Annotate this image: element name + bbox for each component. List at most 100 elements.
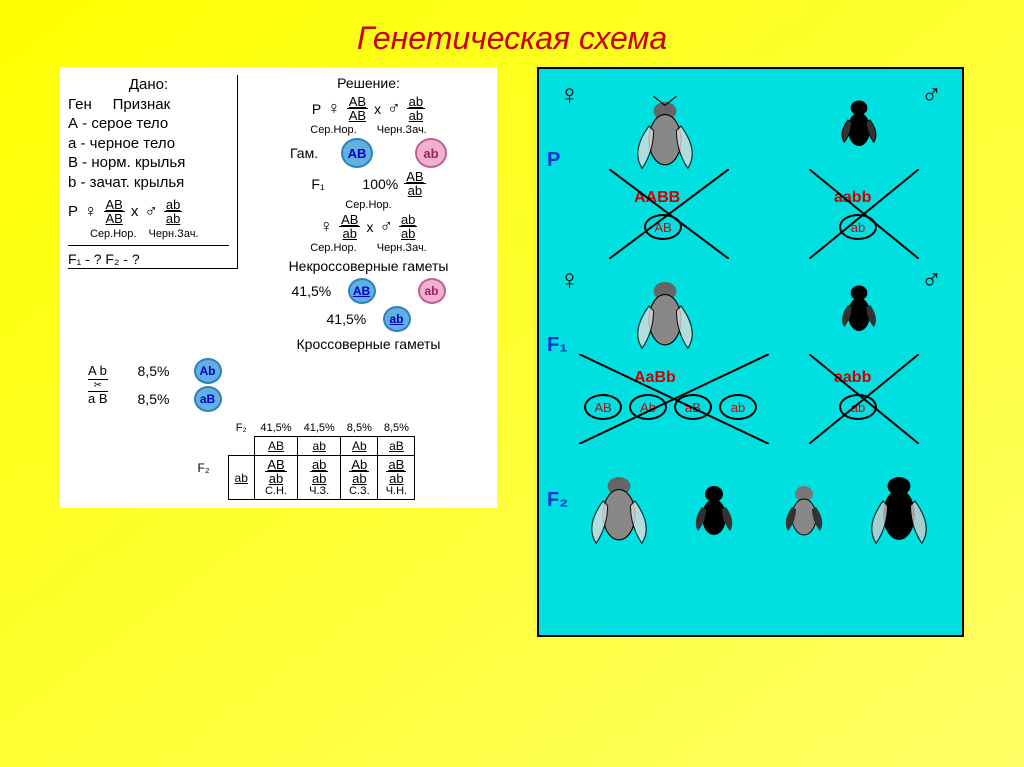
punnett-table: F₂ 41,5% 41,5% 8,5% 8,5% F₂ AB ab Ab aB bbox=[192, 420, 416, 500]
male-icon: ♂ bbox=[144, 200, 158, 223]
given-header: Дано: bbox=[68, 75, 229, 95]
question: F₁ - ? F₂ - ? bbox=[68, 245, 229, 268]
f2-label: F₂ bbox=[192, 437, 216, 500]
gamete-ab: ab bbox=[418, 278, 446, 304]
c-row2: 8,5% aB bbox=[138, 386, 222, 412]
row-hdr: ab bbox=[228, 456, 254, 500]
p-label: Р bbox=[68, 202, 78, 222]
cross-x: x bbox=[366, 219, 373, 235]
f1-cross: ♀ ABab x ♂ abab bbox=[248, 213, 489, 240]
female-icon: ♀ bbox=[84, 200, 98, 223]
noncross-title: Некроссоверные гаметы bbox=[248, 258, 489, 274]
pheno: Черн.Зач. bbox=[148, 227, 198, 241]
p-male-geno: ab ab bbox=[164, 198, 182, 225]
col-hdr: Ab bbox=[341, 437, 378, 456]
male-icon: ♂ bbox=[921, 264, 942, 296]
p-cross: Р ♀ AB AB x ♂ ab ab bbox=[68, 198, 229, 225]
fly-f1-male bbox=[829, 279, 889, 344]
pheno: Сер.Нор. bbox=[310, 124, 356, 136]
gamete-Ab: Ab bbox=[194, 358, 222, 384]
allele: ab bbox=[399, 213, 417, 227]
c-row1: 8,5% Ab bbox=[138, 358, 222, 384]
pct: 41,5% bbox=[298, 420, 341, 437]
gen-f2: F₂ bbox=[547, 489, 568, 512]
cell: AbabС.З. bbox=[341, 456, 378, 500]
col-trait: Признак bbox=[113, 96, 171, 113]
link-top: A b bbox=[88, 364, 108, 379]
gen-p: P bbox=[547, 149, 560, 172]
f1-pheno: Сер.Нор. bbox=[248, 199, 489, 211]
male-icon: ♂ bbox=[379, 216, 393, 237]
col-hdr: ab bbox=[298, 437, 341, 456]
fly-f2-4 bbox=[864, 469, 934, 549]
male-icon: ♂ bbox=[921, 79, 942, 111]
linkage-diagram: A b ✂ a B bbox=[88, 364, 108, 406]
crossover-block: A b ✂ a B 8,5% Ab 8,5% aB bbox=[88, 356, 489, 414]
gen-f1: F₁ bbox=[547, 334, 568, 357]
content-row: Дано: Ген Признак А - серое тело а - чер… bbox=[0, 57, 1024, 647]
female-icon: ♀ bbox=[559, 264, 580, 296]
allele: AB bbox=[404, 170, 425, 184]
col-hdr: aB bbox=[378, 437, 415, 456]
allele: ab bbox=[406, 184, 424, 197]
female-icon: ♀ bbox=[320, 216, 334, 237]
gamete-ab: ab bbox=[383, 306, 411, 332]
solution-header: Решение: bbox=[248, 75, 489, 91]
female-icon: ♀ bbox=[327, 98, 341, 119]
pct: 8,5% bbox=[138, 391, 188, 407]
p-female-geno: AB AB bbox=[104, 198, 125, 225]
cell: ABabС.Н. bbox=[254, 456, 297, 500]
f2-label: F₂ bbox=[228, 420, 254, 437]
solution-block: Решение: Р ♀ ABAB x ♂ abab Сер.Нор. Черн… bbox=[248, 75, 489, 352]
sol-p-phenos: Сер.Нор. Черн.Зач. bbox=[248, 124, 489, 136]
p-phenos: Сер.Нор. Черн.Зач. bbox=[68, 227, 229, 241]
male-icon: ♂ bbox=[387, 98, 401, 119]
allele: AB bbox=[104, 198, 125, 212]
nc-row2: 41,5% ab bbox=[248, 306, 489, 332]
allele: ab bbox=[341, 227, 359, 240]
cell: ababЧ.З. bbox=[298, 456, 341, 500]
f1-cross-phenos: Сер.Нор. Черн.Зач. bbox=[248, 242, 489, 254]
pct: 8,5% bbox=[138, 363, 188, 379]
pct: 41,5% bbox=[327, 311, 377, 327]
gamete-AB: AB bbox=[348, 278, 376, 304]
given-line: b - зачат. крылья bbox=[68, 173, 229, 193]
given-cols: Ген Признак bbox=[68, 95, 229, 115]
allele: AB bbox=[347, 109, 368, 122]
allele: ab bbox=[399, 227, 417, 240]
gamete-aB: aB bbox=[194, 386, 222, 412]
gam-label: Гам. bbox=[290, 145, 335, 161]
allele: ab bbox=[407, 95, 425, 109]
allele: AB bbox=[339, 213, 360, 227]
f1-label: F₁ bbox=[311, 176, 356, 192]
nc-row1: 41,5% AB ab bbox=[248, 278, 489, 304]
gamete-ab: ab bbox=[415, 138, 447, 168]
allele: ab bbox=[164, 198, 182, 212]
pheno: Черн.Зач. bbox=[377, 124, 427, 136]
female-icon: ♀ bbox=[559, 79, 580, 111]
f2-block: F₂ 41,5% 41,5% 8,5% 8,5% F₂ AB ab Ab aB bbox=[118, 420, 489, 500]
col-gene: Ген bbox=[68, 96, 92, 113]
pheno: Сер.Нор. bbox=[90, 227, 136, 241]
fly-f1-female bbox=[629, 274, 701, 354]
sol-p-cross: Р ♀ ABAB x ♂ abab bbox=[248, 95, 489, 122]
pct: 8,5% bbox=[378, 420, 415, 437]
allele: ab bbox=[407, 109, 425, 122]
gametes-p: Гам. AB ab bbox=[248, 138, 489, 168]
f1-pct: 100% bbox=[362, 176, 398, 192]
cell: aBabЧ.Н. bbox=[378, 456, 415, 500]
gamete-AB: AB bbox=[341, 138, 373, 168]
left-panel: Дано: Ген Признак А - серое тело а - чер… bbox=[60, 67, 497, 508]
pct: 41,5% bbox=[254, 420, 297, 437]
link-bot: a B bbox=[88, 391, 108, 406]
pheno: Сер.Нор. bbox=[310, 242, 356, 254]
allele: AB bbox=[347, 95, 368, 109]
right-panel: ♀ ♂ P AABB aabb AB ab ♀ ♂ F₁ AaBb aabb A… bbox=[537, 67, 964, 637]
pheno: Черн.Зач. bbox=[377, 242, 427, 254]
col-hdr: AB bbox=[254, 437, 297, 456]
given-line: А - серое тело bbox=[68, 114, 229, 134]
f1-row: F₁ 100% ABab bbox=[248, 170, 489, 197]
page-title: Генетическая схема bbox=[0, 0, 1024, 57]
allele: ab bbox=[164, 212, 182, 225]
allele: AB bbox=[104, 212, 125, 225]
